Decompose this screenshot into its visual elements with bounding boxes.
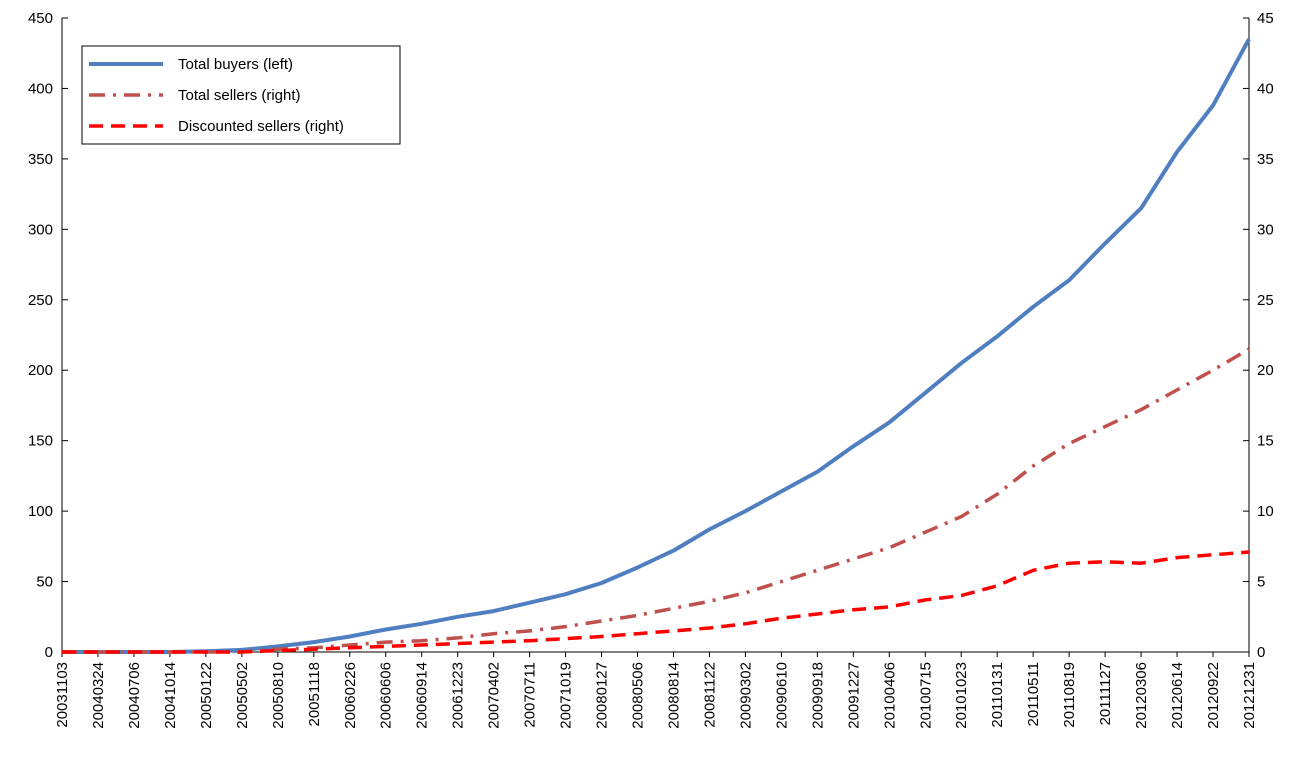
right-y-tick-label: 0: [1257, 644, 1265, 661]
x-tick-label: 20090610: [773, 662, 790, 729]
left-y-tick-label: 400: [28, 80, 53, 97]
chart-axes: 0 50 100 150 200 250 300 350 400 450 0 5 10 15 20 25 30 3…: [28, 10, 1274, 729]
left-y-tick-label: 150: [28, 433, 53, 450]
right-y-tick-label: 10: [1257, 503, 1274, 520]
x-tick-label: 20051118: [306, 662, 323, 727]
x-tick-label: 20041014: [162, 662, 179, 729]
x-tick-label: 20060914: [414, 662, 431, 729]
right-y-tick-label: 35: [1257, 151, 1274, 168]
x-tick-label: 20070402: [486, 662, 503, 729]
right-y-tick-label: 20: [1257, 362, 1274, 379]
x-tick-label: 20060226: [342, 662, 359, 729]
x-tick-label: 20050122: [198, 662, 215, 729]
x-tick-label: 20110131: [989, 662, 1006, 728]
series-line-3: [62, 550, 1250, 654]
x-tick-label: 20120614: [1169, 662, 1186, 729]
x-tick-label: 20110819: [1061, 662, 1078, 728]
right-y-tick-label: 25: [1257, 292, 1274, 309]
x-tick-label: 20070711: [522, 662, 539, 728]
x-tick-label: 20090918: [809, 662, 826, 729]
right-y-tick-label: 45: [1257, 10, 1274, 27]
x-tick-label: 20031103: [54, 662, 71, 728]
x-tick-label: 20121231: [1241, 662, 1258, 729]
series-line-2: [62, 347, 1250, 654]
x-tick-label: 20040706: [126, 662, 143, 729]
x-tick-label: 20120922: [1205, 662, 1222, 729]
x-tick-label: 20050810: [270, 662, 287, 729]
legend-label-1: Total buyers (left): [178, 56, 293, 73]
x-tick-label: 20080814: [665, 662, 682, 729]
left-y-tick-label: 450: [28, 10, 53, 27]
x-tick-label: 20050502: [234, 662, 251, 729]
x-tick-label: 20080506: [630, 662, 647, 729]
x-tick-label: 20101023: [953, 662, 970, 729]
x-tick-label: 20081122: [701, 662, 718, 728]
left-y-tick-label: 300: [28, 221, 53, 238]
right-y-tick-label: 15: [1257, 433, 1274, 450]
left-y-tick-label: 100: [28, 503, 53, 520]
series-line-1: [62, 38, 1251, 654]
x-tick-label: 20110511: [1025, 662, 1042, 727]
legend-label-2: Total sellers (right): [178, 87, 301, 104]
x-tick-label: 20090302: [737, 662, 754, 729]
x-tick-label: 20100715: [917, 662, 934, 729]
chart-series: [62, 38, 1251, 654]
right-y-tick-label: 5: [1257, 574, 1265, 591]
x-tick-label: 20091227: [845, 662, 862, 729]
right-y-tick-label: 40: [1257, 80, 1274, 97]
left-y-tick-label: 250: [28, 292, 53, 309]
x-tick-label: 20100406: [881, 662, 898, 729]
right-y-tick-label: 30: [1257, 221, 1274, 238]
x-tick-label: 20071019: [558, 662, 575, 729]
left-y-tick-label: 200: [28, 362, 53, 379]
legend-label-3: Discounted sellers (right): [178, 118, 344, 135]
left-y-tick-label: 350: [28, 151, 53, 168]
left-y-tick-label: 0: [45, 644, 53, 661]
x-tick-label: 20120306: [1133, 662, 1150, 729]
left-y-tick-label: 50: [36, 574, 53, 591]
x-tick-label: 20080127: [594, 662, 611, 729]
chart-legend: Total buyers (left) Total sellers (right)…: [81, 45, 401, 145]
x-tick-label: 20060606: [378, 662, 395, 729]
x-tick-label: 20040324: [90, 662, 107, 729]
x-tick-label: 20111127: [1097, 662, 1114, 725]
x-tick-label: 20061223: [450, 662, 467, 729]
